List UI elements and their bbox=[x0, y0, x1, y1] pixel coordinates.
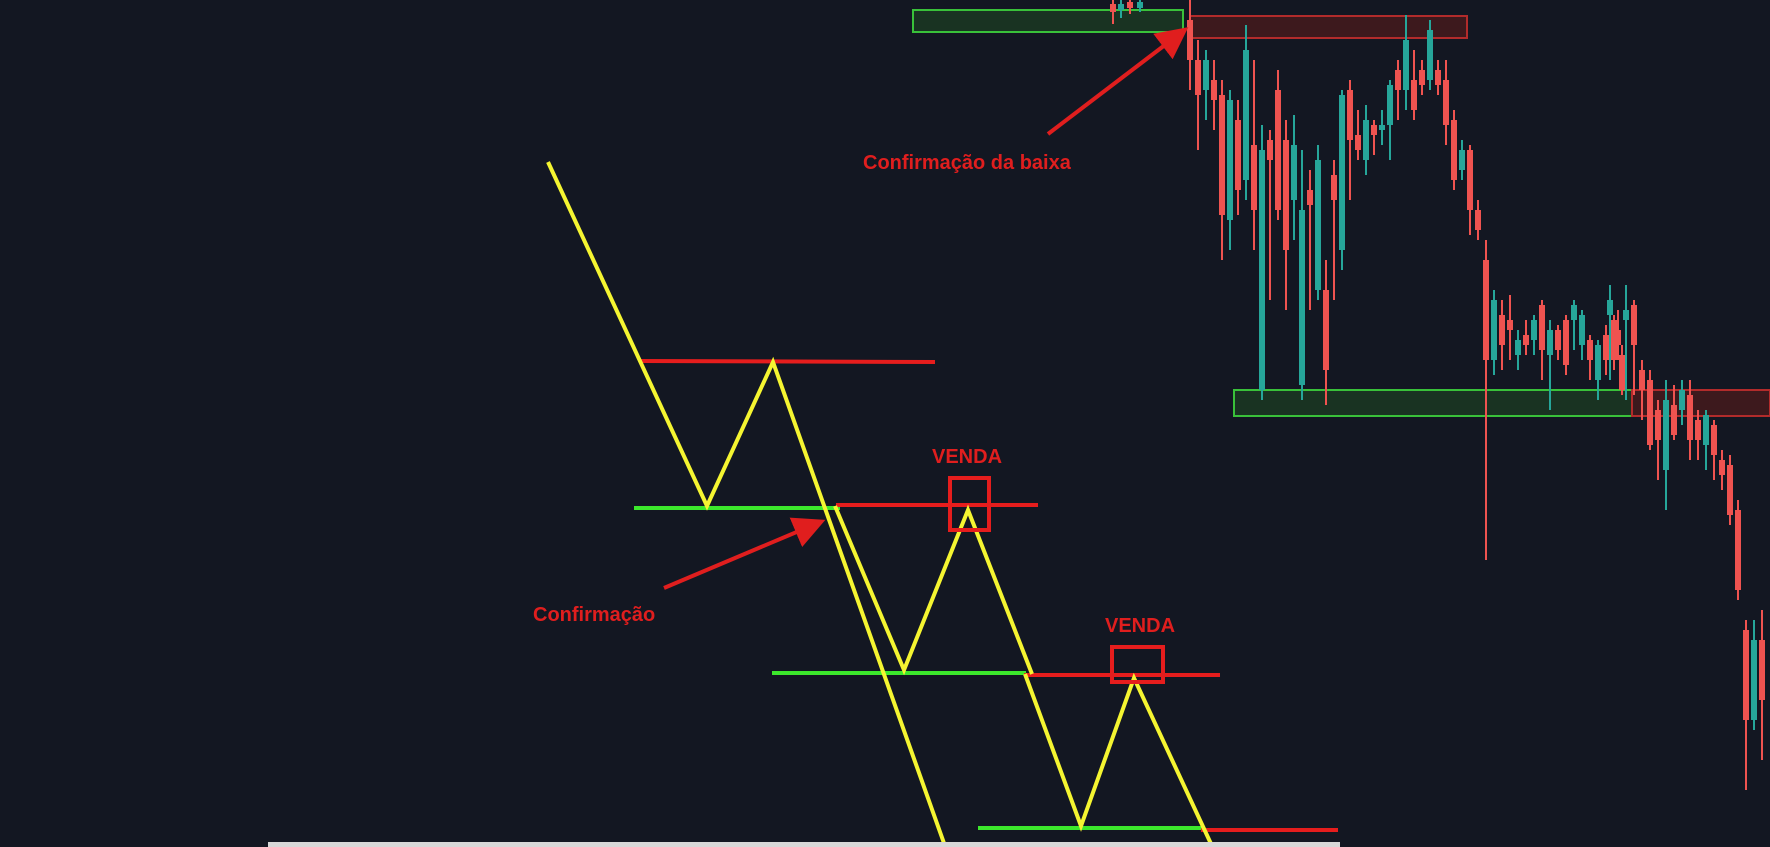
candle-body bbox=[1118, 4, 1124, 10]
support-zone-mid bbox=[1233, 389, 1633, 417]
sell-box-2 bbox=[1110, 645, 1165, 684]
candle-body bbox=[1751, 640, 1757, 720]
sell-label-2: VENDA bbox=[1105, 615, 1175, 637]
candle-body bbox=[1235, 120, 1241, 190]
candle-body bbox=[1695, 420, 1701, 440]
confirmation-arrow bbox=[663, 517, 826, 590]
candle-body bbox=[1743, 630, 1749, 720]
candle-body bbox=[1607, 300, 1613, 315]
candle-body bbox=[1203, 60, 1209, 90]
candle-body bbox=[1571, 305, 1577, 320]
candle-body bbox=[1547, 330, 1553, 355]
confirmation-label: Confirmação bbox=[533, 604, 655, 626]
candle-body bbox=[1711, 425, 1717, 455]
candle-body bbox=[1371, 125, 1377, 135]
confirmation-low-label: Confirmação da baixa bbox=[863, 152, 1072, 174]
candle-body bbox=[1459, 150, 1465, 170]
schematic-levels bbox=[634, 359, 1338, 832]
candle-body bbox=[1211, 80, 1217, 100]
candle-body bbox=[1427, 30, 1433, 80]
candle-body bbox=[1499, 315, 1505, 345]
candle-body bbox=[1331, 175, 1337, 200]
candle-body bbox=[1611, 320, 1617, 360]
candle-body bbox=[1603, 335, 1609, 360]
candle-body bbox=[1379, 125, 1385, 130]
candles bbox=[1110, 0, 1765, 790]
sell-label-1: VENDA bbox=[932, 446, 1002, 468]
candle-body bbox=[1703, 415, 1709, 445]
candle-body bbox=[1195, 60, 1201, 95]
candle-body bbox=[1595, 345, 1601, 380]
candle-body bbox=[1523, 335, 1529, 345]
candle-body bbox=[1435, 70, 1441, 85]
candle-body bbox=[1267, 140, 1273, 160]
candle-body bbox=[1631, 305, 1637, 345]
candle-body bbox=[1579, 315, 1585, 345]
candle-body bbox=[1587, 340, 1593, 360]
resistance-line-1 bbox=[639, 359, 936, 364]
candle-body bbox=[1291, 145, 1297, 200]
candle-body bbox=[1339, 95, 1345, 250]
candle-body bbox=[1491, 300, 1497, 360]
candle-body bbox=[1531, 320, 1537, 340]
candle-body bbox=[1451, 120, 1457, 180]
candle-body bbox=[1687, 395, 1693, 440]
candle-body bbox=[1283, 140, 1289, 250]
candle-body bbox=[1315, 160, 1321, 290]
candle-body bbox=[1619, 355, 1625, 390]
candle-body bbox=[1539, 305, 1545, 350]
candle-body bbox=[1507, 320, 1513, 330]
candle-body bbox=[1759, 640, 1765, 700]
candle-body bbox=[1307, 190, 1313, 205]
candle-body bbox=[1137, 2, 1143, 8]
candle-body bbox=[1483, 260, 1489, 360]
candle-body bbox=[1727, 465, 1733, 515]
support-zone-top bbox=[912, 9, 1184, 33]
candle-body bbox=[1187, 20, 1193, 60]
candle-body bbox=[1563, 320, 1569, 365]
candle-body bbox=[1259, 150, 1265, 390]
candle-body bbox=[1679, 390, 1685, 410]
candle-body bbox=[1615, 330, 1621, 345]
candle-body bbox=[1623, 310, 1629, 320]
candle-body bbox=[1443, 80, 1449, 125]
resistance-zone-top bbox=[1189, 15, 1468, 39]
candle-body bbox=[1127, 2, 1133, 8]
candle-body bbox=[1555, 330, 1561, 350]
confirmation-low-arrow bbox=[1046, 27, 1189, 136]
price-path-wave-3 bbox=[1023, 672, 1214, 847]
candle-body bbox=[1275, 90, 1281, 210]
candle-body bbox=[1363, 120, 1369, 160]
bottom-edge-strip bbox=[268, 842, 1340, 847]
candle-body bbox=[1403, 40, 1409, 90]
candle-body bbox=[1299, 210, 1305, 385]
candle-body bbox=[1467, 150, 1473, 210]
candle-body bbox=[1243, 50, 1249, 180]
candle-body bbox=[1655, 410, 1661, 440]
candle-body bbox=[1719, 460, 1725, 475]
candle-body bbox=[1647, 380, 1653, 445]
price-path bbox=[546, 161, 947, 847]
candle-body bbox=[1251, 145, 1257, 210]
candle-body bbox=[1515, 340, 1521, 355]
candle-body bbox=[1323, 290, 1329, 370]
candle-body bbox=[1735, 510, 1741, 590]
candle-body bbox=[1671, 405, 1677, 435]
candle-body bbox=[1395, 70, 1401, 90]
candle-body bbox=[1387, 85, 1393, 125]
candle-body bbox=[1227, 100, 1233, 220]
candle-body bbox=[1411, 80, 1417, 110]
candle-body bbox=[1419, 70, 1425, 85]
candle-body bbox=[1663, 400, 1669, 470]
candle-body bbox=[1110, 4, 1116, 12]
candle-body bbox=[1639, 370, 1645, 390]
candle-body bbox=[1219, 95, 1225, 215]
candle-body bbox=[1475, 210, 1481, 230]
price-path-wave-2 bbox=[833, 504, 1034, 676]
candle-body bbox=[1355, 135, 1361, 150]
sell-box-1 bbox=[948, 476, 991, 532]
candle-body bbox=[1347, 90, 1353, 140]
